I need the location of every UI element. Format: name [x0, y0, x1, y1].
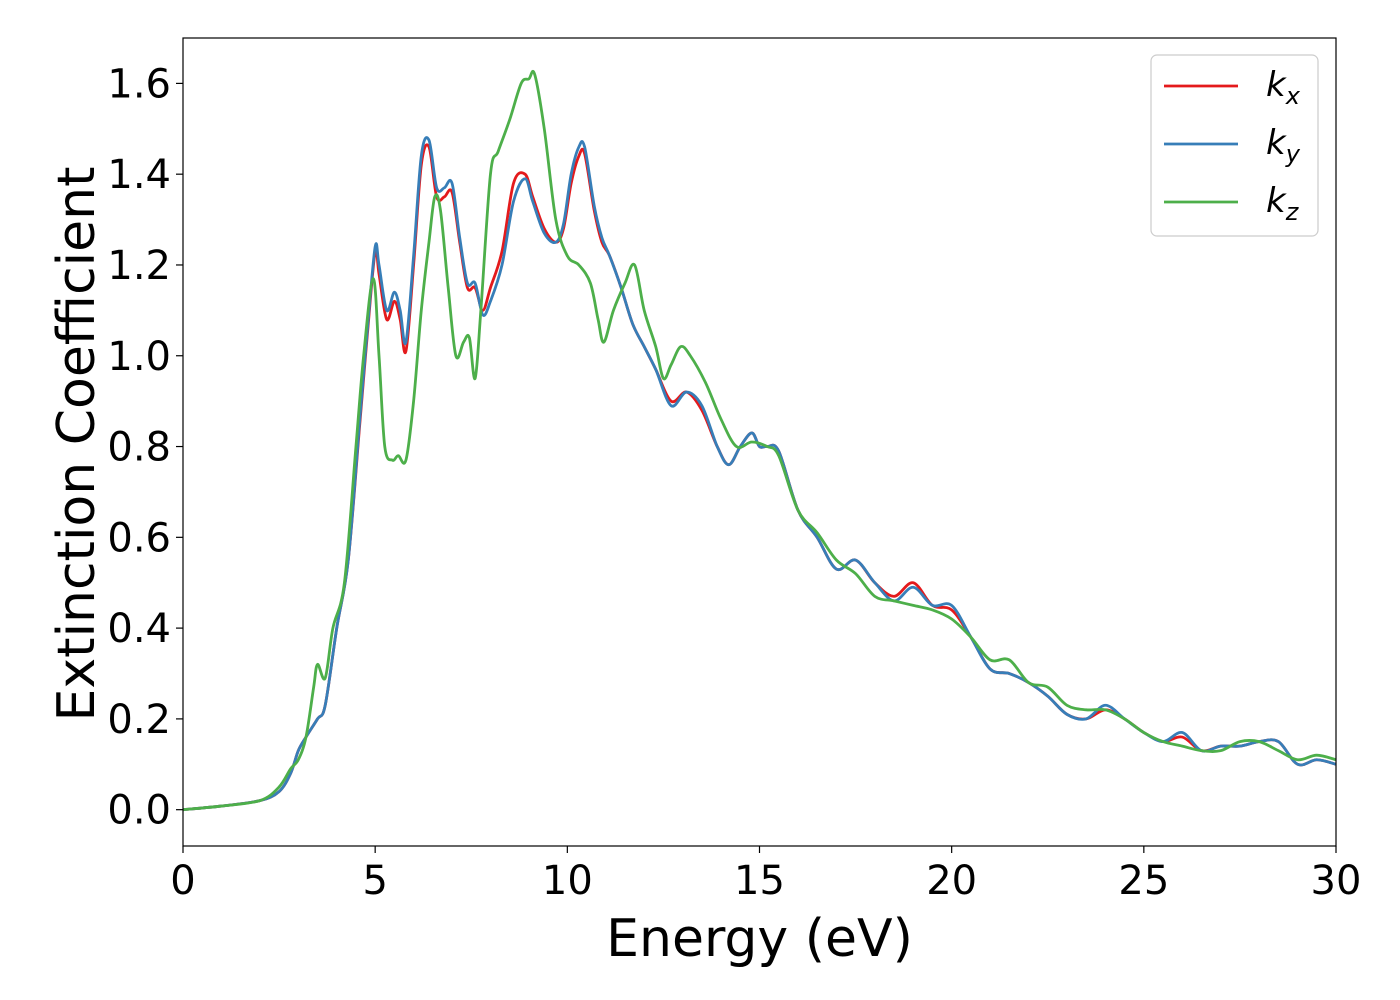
- x-tick-label: 0: [170, 858, 195, 904]
- legend-label-base: k: [1266, 181, 1287, 221]
- series-line-z: [183, 69, 1336, 812]
- x-tick-label: 5: [362, 858, 387, 904]
- legend-label-subscript: x: [1285, 82, 1301, 110]
- y-tick-label: 0.8: [107, 425, 171, 471]
- x-tick-label: 30: [1311, 858, 1362, 904]
- legend-box: [1150, 54, 1319, 237]
- y-tick-label: 1.0: [107, 334, 171, 380]
- legend-label-subscript: y: [1285, 140, 1301, 168]
- legend-label-base: k: [1266, 123, 1287, 163]
- legend-label-x: kx: [1266, 65, 1301, 110]
- x-tick-label: 20: [926, 858, 977, 904]
- y-tick-label: 1.6: [107, 61, 171, 107]
- x-tick-label: 10: [542, 858, 593, 904]
- series-line-y: [183, 136, 1336, 812]
- y-tick-label: 0.2: [107, 697, 171, 743]
- y-ticks: 0.0 0.2 0.4 0.6 0.8 1.0 1.2 1.4 1.6: [107, 61, 183, 834]
- y-tick-label: 1.2: [107, 243, 171, 289]
- y-tick-label: 0.4: [107, 606, 171, 652]
- y-axis-label: Extinction Coefficient: [47, 167, 107, 722]
- legend-label-subscript: z: [1285, 198, 1300, 226]
- y-tick-label: 0.6: [107, 515, 171, 561]
- legend-label-base: k: [1266, 65, 1287, 105]
- legend-label-z: kz: [1266, 181, 1300, 226]
- plot-series: [183, 69, 1336, 812]
- x-ticks: 0 5 10 15 20 25 30: [170, 846, 1361, 904]
- y-tick-label: 1.4: [107, 152, 171, 198]
- x-tick-label: 25: [1118, 858, 1169, 904]
- y-tick-label: 0.0: [107, 788, 171, 834]
- x-tick-label: 15: [734, 858, 785, 904]
- x-axis-label: Energy (eV): [606, 909, 913, 969]
- legend-label-y: ky: [1266, 123, 1301, 168]
